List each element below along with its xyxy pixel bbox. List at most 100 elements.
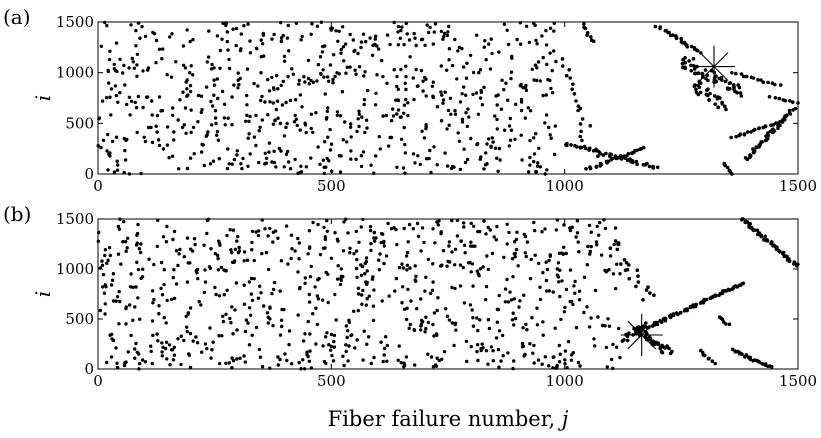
data-point <box>100 99 105 103</box>
data-point <box>380 58 384 63</box>
data-point <box>411 152 416 156</box>
data-point <box>105 23 109 28</box>
data-point <box>458 263 463 267</box>
data-point <box>533 253 537 257</box>
data-point <box>298 93 303 97</box>
data-point <box>471 316 475 320</box>
data-point <box>464 93 468 97</box>
data-point <box>606 317 610 321</box>
data-point <box>422 136 427 140</box>
data-point <box>563 349 568 353</box>
data-point <box>331 359 336 363</box>
data-point <box>212 66 216 70</box>
data-point <box>235 149 239 153</box>
data-point <box>475 142 480 146</box>
data-point <box>526 106 530 110</box>
data-point <box>612 242 616 247</box>
data-point <box>182 123 186 127</box>
data-point <box>250 240 254 245</box>
data-point <box>135 233 139 237</box>
data-point <box>557 360 562 364</box>
data-point <box>563 358 567 362</box>
data-point <box>267 150 271 154</box>
data-point <box>311 130 315 134</box>
data-point <box>607 268 611 272</box>
data-point <box>578 122 583 126</box>
data-point <box>110 278 115 282</box>
data-point <box>212 78 216 82</box>
data-point <box>688 304 693 309</box>
data-point <box>534 63 538 67</box>
data-point <box>220 334 224 338</box>
data-point <box>475 269 479 273</box>
data-point <box>357 65 362 69</box>
data-point <box>576 360 581 365</box>
data-point <box>402 103 407 107</box>
data-point <box>618 355 622 360</box>
data-point <box>384 113 388 118</box>
data-point <box>540 230 544 234</box>
data-point <box>184 314 188 319</box>
data-point <box>508 138 513 142</box>
data-point <box>285 36 290 40</box>
data-point <box>528 276 533 281</box>
data-point <box>216 253 220 258</box>
data-point <box>150 99 154 103</box>
data-point <box>562 245 566 249</box>
data-point <box>343 42 348 46</box>
data-point <box>336 39 340 43</box>
data-point <box>279 83 283 88</box>
data-point <box>123 158 128 162</box>
data-point <box>277 147 282 151</box>
data-point <box>228 228 232 232</box>
data-point <box>619 262 623 266</box>
data-point <box>146 66 151 70</box>
data-point <box>150 113 154 117</box>
data-point <box>171 113 175 118</box>
data-point <box>413 363 417 367</box>
data-point <box>252 81 256 86</box>
data-point <box>546 78 550 82</box>
data-point <box>227 57 231 62</box>
data-point <box>404 64 408 68</box>
data-point <box>171 237 175 242</box>
data-point <box>499 359 503 363</box>
data-point <box>427 156 431 161</box>
data-point <box>689 63 693 68</box>
data-point <box>100 263 105 267</box>
data-point <box>634 284 638 289</box>
data-point <box>399 115 403 119</box>
data-point <box>545 168 549 172</box>
data-point <box>327 343 331 347</box>
data-point <box>423 43 427 47</box>
data-point <box>377 134 381 139</box>
data-point <box>352 309 356 313</box>
data-point <box>703 353 707 358</box>
data-point <box>209 67 214 71</box>
data-point <box>724 322 728 326</box>
data-point <box>379 240 383 245</box>
data-point <box>373 103 378 107</box>
data-point <box>232 83 236 87</box>
data-point <box>608 254 613 258</box>
data-point <box>271 122 276 126</box>
data-point <box>250 298 255 302</box>
data-point <box>465 157 470 162</box>
data-point <box>751 228 756 233</box>
data-point <box>528 138 532 143</box>
data-point <box>157 47 162 51</box>
data-point <box>163 346 168 351</box>
data-point <box>414 274 418 278</box>
data-point <box>236 234 240 239</box>
data-point <box>214 292 218 297</box>
data-point <box>185 329 189 334</box>
data-point <box>506 351 510 355</box>
data-point <box>361 288 365 293</box>
data-point <box>611 272 616 276</box>
data-point <box>495 117 499 122</box>
data-point <box>247 132 251 136</box>
data-point <box>160 57 164 61</box>
data-point <box>707 98 711 102</box>
data-point <box>181 63 186 67</box>
data-point <box>474 91 479 95</box>
